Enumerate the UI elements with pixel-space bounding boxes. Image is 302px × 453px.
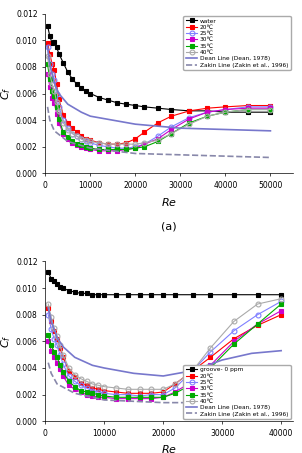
X-axis label: $Re$: $Re$: [161, 443, 177, 453]
Y-axis label: $C_f$: $C_f$: [0, 335, 13, 348]
Text: (a): (a): [161, 222, 177, 231]
X-axis label: $Re$: $Re$: [161, 196, 177, 207]
Legend: groove- 0 ppm, 20℃, 25℃, 30℃, 35℃, 40℃, Dean Line (Dean, 1978), Zakin Line (Zaki: groove- 0 ppm, 20℃, 25℃, 30℃, 35℃, 40℃, …: [183, 365, 291, 419]
Y-axis label: $C_f$: $C_f$: [0, 87, 13, 100]
Legend: water, 20℃, 25℃, 30℃, 35℃, 40℃, Dean Line (Dean, 1978), Zakin Line (Zakin et al.: water, 20℃, 25℃, 30℃, 35℃, 40℃, Dean Lin…: [183, 16, 291, 70]
